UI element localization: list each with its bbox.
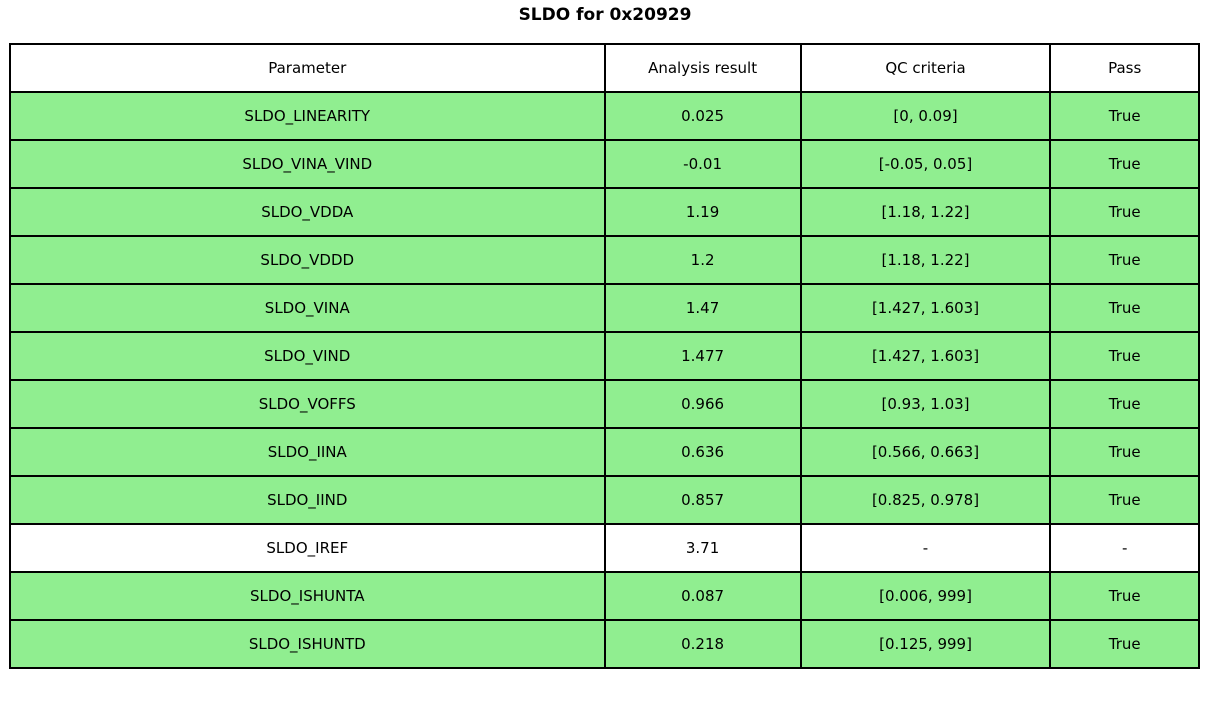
table-body: SLDO_LINEARITY 0.025 [0, 0.09] True SLDO_VIN…: [9, 91, 1200, 669]
column-header-qc-criteria: QC criteria: [799, 43, 1052, 93]
analysis-result-cell: 1.47: [603, 283, 802, 333]
pass-cell: True: [1049, 139, 1200, 189]
analysis-result-cell: 1.19: [603, 187, 802, 237]
table-row: SLDO_VOFFS 0.966 [0.93, 1.03] True: [9, 379, 1200, 429]
qc-criteria-cell: [0.825, 0.978]: [799, 475, 1052, 525]
pass-cell: True: [1049, 475, 1200, 525]
analysis-result-cell: 3.71: [603, 523, 802, 573]
pass-cell: True: [1049, 427, 1200, 477]
table-row: SLDO_VINA_VIND -0.01 [-0.05, 0.05] True: [9, 139, 1200, 189]
analysis-result-cell: 1.477: [603, 331, 802, 381]
pass-cell: -: [1049, 523, 1200, 573]
pass-cell: True: [1049, 187, 1200, 237]
parameter-cell: SLDO_VINA: [9, 283, 606, 333]
qc-criteria-cell: [0.006, 999]: [799, 571, 1052, 621]
analysis-result-cell: 0.636: [603, 427, 802, 477]
qc-criteria-cell: [0.93, 1.03]: [799, 379, 1052, 429]
table-row: SLDO_VINA 1.47 [1.427, 1.603] True: [9, 283, 1200, 333]
analysis-result-cell: 1.2: [603, 235, 802, 285]
parameter-cell: SLDO_IREF: [9, 523, 606, 573]
parameter-cell: SLDO_VIND: [9, 331, 606, 381]
table-row: SLDO_ISHUNTD 0.218 [0.125, 999] True: [9, 619, 1200, 669]
pass-cell: True: [1049, 379, 1200, 429]
qc-criteria-cell: [1.18, 1.22]: [799, 235, 1052, 285]
analysis-result-cell: 0.857: [603, 475, 802, 525]
pass-cell: True: [1049, 571, 1200, 621]
qc-criteria-cell: [-0.05, 0.05]: [799, 139, 1052, 189]
parameter-cell: SLDO_VDDD: [9, 235, 606, 285]
chart-title: SLDO for 0x20929: [518, 5, 692, 25]
pass-cell: True: [1049, 331, 1200, 381]
parameter-cell: SLDO_LINEARITY: [9, 91, 606, 141]
column-header-pass: Pass: [1049, 43, 1200, 93]
qc-criteria-cell: [1.18, 1.22]: [799, 187, 1052, 237]
qc-criteria-cell: -: [799, 523, 1052, 573]
pass-cell: True: [1049, 619, 1200, 669]
analysis-result-cell: -0.01: [603, 139, 802, 189]
pass-cell: True: [1049, 235, 1200, 285]
pass-cell: True: [1049, 283, 1200, 333]
parameter-cell: SLDO_ISHUNTA: [9, 571, 606, 621]
parameter-cell: SLDO_VDDA: [9, 187, 606, 237]
table-row: SLDO_VIND 1.477 [1.427, 1.603] True: [9, 331, 1200, 381]
parameter-cell: SLDO_VOFFS: [9, 379, 606, 429]
column-header-parameter: Parameter: [9, 43, 606, 93]
qc-criteria-cell: [0.125, 999]: [799, 619, 1052, 669]
qc-criteria-cell: [0, 0.09]: [799, 91, 1052, 141]
parameter-cell: SLDO_IINA: [9, 427, 606, 477]
table-row: SLDO_IREF 3.71- -: [9, 523, 1200, 573]
analysis-result-cell: 0.966: [603, 379, 802, 429]
parameter-cell: SLDO_ISHUNTD: [9, 619, 606, 669]
table-row: SLDO_IIND 0.857 [0.825, 0.978] True: [9, 475, 1200, 525]
table-row: SLDO_LINEARITY 0.025 [0, 0.09] True: [9, 91, 1200, 141]
qc-criteria-cell: [0.566, 0.663]: [799, 427, 1052, 477]
parameter-cell: SLDO_VINA_VIND: [9, 139, 606, 189]
qc-criteria-cell: [1.427, 1.603]: [799, 331, 1052, 381]
table-row: SLDO_ISHUNTA 0.087 [0.006, 999] True: [9, 571, 1200, 621]
column-header-analysis-result: Analysis result: [603, 43, 802, 93]
qc-criteria-cell: [1.427, 1.603]: [799, 283, 1052, 333]
table-row: SLDO_IINA 0.636 [0.566, 0.663] True: [9, 427, 1200, 477]
analysis-result-cell: 0.218: [603, 619, 802, 669]
table-row: SLDO_VDDA 1.19 [1.18, 1.22] True: [9, 187, 1200, 237]
analysis-result-cell: 0.025: [603, 91, 802, 141]
table-header-row: Parameter Analysis result QC criteria Pass: [9, 43, 1200, 93]
pass-cell: True: [1049, 91, 1200, 141]
parameter-cell: SLDO_IIND: [9, 475, 606, 525]
analysis-result-cell: 0.087: [603, 571, 802, 621]
qc-results-table: Parameter Analysis result QC criteria Pass …: [9, 43, 1200, 669]
table-row: SLDO_VDDD 1.2 [1.18, 1.22] True: [9, 235, 1200, 285]
